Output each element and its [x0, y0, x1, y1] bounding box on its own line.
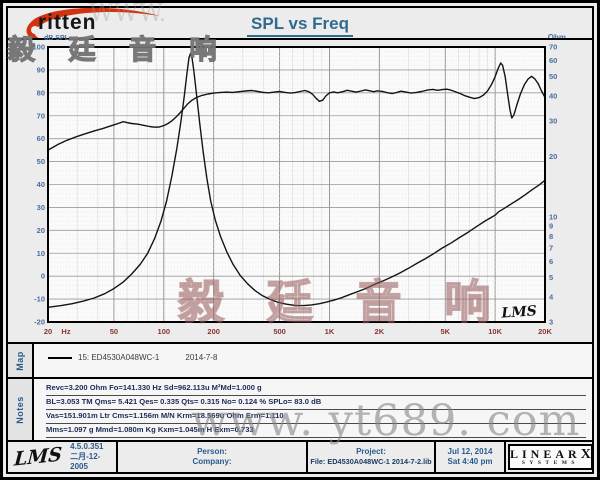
- svg-text:20K: 20K: [538, 327, 552, 336]
- notes-side-label: Notes: [8, 379, 34, 440]
- svg-text:100: 100: [158, 327, 171, 336]
- svg-text:-10: -10: [34, 295, 45, 304]
- svg-text:10: 10: [549, 212, 557, 221]
- legend-date: 2014-7-8: [185, 353, 218, 362]
- svg-text:9: 9: [549, 222, 553, 231]
- svg-text:60: 60: [549, 56, 557, 65]
- svg-text:10K: 10K: [488, 327, 502, 336]
- svg-text:70: 70: [549, 43, 557, 52]
- logo-text: ritten: [38, 11, 97, 34]
- svg-text:20: 20: [44, 327, 52, 336]
- svg-text:50: 50: [549, 72, 557, 81]
- notes-section: Notes Revc=3.200 Ohm Fo=141.330 Hz Sd=96…: [8, 379, 592, 442]
- report-date: Jul 12, 2014: [447, 447, 493, 456]
- legend-curve-label: 15: ED4530A048WC-1: [78, 353, 160, 362]
- svg-text:-20: -20: [34, 318, 45, 327]
- notes-line-2: BL=3.053 TM Qms= 5.421 Qes= 0.335 Qts= 0…: [46, 396, 586, 410]
- map-side-label: Map: [8, 344, 34, 377]
- swoosh-icon: [26, 7, 160, 40]
- svg-text:30: 30: [549, 116, 557, 125]
- svg-text:100: 100: [32, 43, 45, 52]
- svg-text:2K: 2K: [375, 327, 385, 336]
- notes-line-1: Revc=3.200 Ohm Fo=141.330 Hz Sd=962.113u…: [46, 382, 586, 396]
- notes-line-4: Mms=1.097 g Mmd=1.080m Kg Kxm=1.045m H E…: [46, 424, 586, 438]
- legend-row: 15: ED4530A048WC-1 2014-7-8: [48, 353, 217, 362]
- footer-version-cell: LMS 4.5.0.351 二月-12-2005: [8, 442, 118, 472]
- linearx-text: LINEAR: [510, 446, 581, 461]
- svg-text:70: 70: [37, 111, 45, 120]
- company-label: Company:: [192, 457, 232, 466]
- linearx-logo: LINEARX SYSTEMS: [508, 444, 593, 470]
- svg-text:20: 20: [549, 152, 557, 161]
- legend-line-swatch: [48, 356, 72, 359]
- svg-text:6: 6: [549, 257, 553, 266]
- svg-text:5K: 5K: [440, 327, 450, 336]
- svg-text:Hz: Hz: [61, 327, 70, 336]
- map-section: Map 15: ED4530A048WC-1 2014-7-8: [8, 344, 592, 379]
- footer-bar: LMS 4.5.0.351 二月-12-2005 Person: Company…: [8, 442, 595, 472]
- left-axis-unit-label: dB SPL: [44, 35, 69, 42]
- page-title: SPL vs Freq: [8, 14, 592, 37]
- footer-person-cell: Person: Company:: [118, 442, 308, 472]
- svg-text:1K: 1K: [325, 327, 335, 336]
- notes-content: Revc=3.200 Ohm Fo=141.330 Hz Sd=962.113u…: [34, 379, 592, 440]
- svg-text:40: 40: [37, 180, 45, 189]
- footer-project-cell: Project: File: ED4530A048WC-1 2014-7-2.l…: [308, 442, 436, 472]
- svg-text:7: 7: [549, 244, 553, 253]
- person-label: Person:: [197, 447, 227, 456]
- project-label: Project:: [356, 447, 386, 456]
- project-file: File: ED4530A048WC-1 2014-7-2.lib: [310, 457, 432, 466]
- svg-text:500: 500: [273, 327, 286, 336]
- eritten-logo: ritten: [8, 7, 178, 40]
- svg-text:0: 0: [41, 272, 45, 281]
- svg-text:50: 50: [110, 327, 118, 336]
- svg-text:8: 8: [549, 232, 553, 241]
- app-version-date: 二月-12-2005: [70, 452, 101, 471]
- svg-text:20: 20: [37, 226, 45, 235]
- svg-text:4: 4: [549, 292, 554, 301]
- right-axis-unit-label: Ohm: [547, 33, 566, 42]
- report-time: Sat 4:40 pm: [447, 457, 493, 466]
- svg-text:LMS: LMS: [500, 303, 537, 322]
- svg-text:60: 60: [37, 134, 45, 143]
- svg-text:50: 50: [37, 157, 45, 166]
- svg-text:40: 40: [549, 91, 557, 100]
- linearx-systems-text: SYSTEMS: [521, 459, 579, 466]
- svg-text:90: 90: [37, 65, 45, 74]
- svg-text:3: 3: [549, 318, 553, 327]
- notes-line-3: Vas=151.901m Ltr Cms=1.156m M/N Krm=18.5…: [46, 410, 586, 424]
- footer-date-cell: Jul 12, 2014 Sat 4:40 pm: [436, 442, 506, 472]
- app-version: 4.5.0.351: [70, 442, 104, 451]
- report-content: ritten SPL vs Freq dB SPL Ohm 100 90 80 70 6…: [6, 6, 594, 474]
- spl-impedance-plot: 1009080706050403020100-10-20706050403020…: [32, 43, 557, 337]
- chart-section: 100 90 80 70 60 50 40 30 20 10 0 -10 -20 70 60 50 40 30 20…: [8, 38, 592, 344]
- svg-text:200: 200: [207, 327, 220, 336]
- report-header: ritten SPL vs Freq dB SPL Ohm: [8, 7, 592, 42]
- footer-linearx-cell: LINEARX SYSTEMS: [506, 442, 595, 472]
- lms-logo: LMS: [13, 443, 63, 471]
- map-content: 15: ED4530A048WC-1 2014-7-8: [34, 344, 592, 377]
- linearx-x: X: [580, 446, 591, 462]
- svg-text:10: 10: [37, 249, 45, 258]
- svg-text:80: 80: [37, 88, 45, 97]
- svg-text:30: 30: [37, 203, 45, 212]
- svg-text:5: 5: [549, 273, 553, 282]
